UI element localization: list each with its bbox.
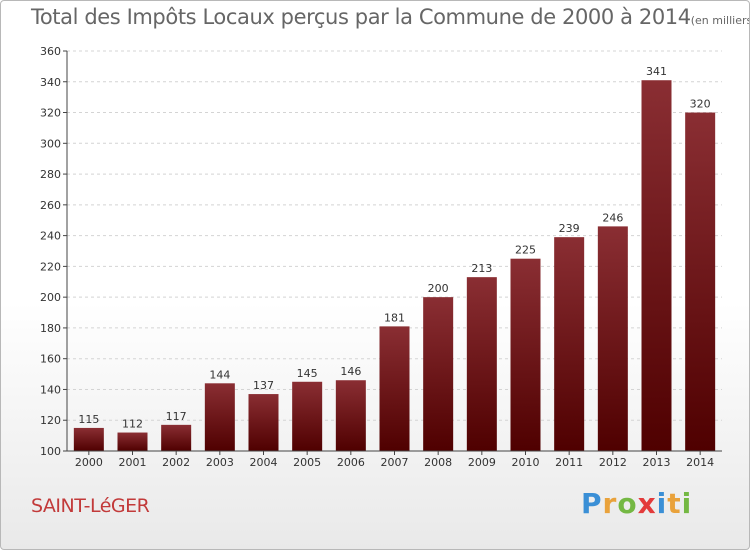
y-tick-label: 360 xyxy=(40,45,61,58)
x-tick-label: 2005 xyxy=(293,456,321,469)
bar-value-label: 137 xyxy=(253,379,274,392)
bar-value-label: 117 xyxy=(166,410,187,423)
chart-unit: (en milliers d'€) xyxy=(690,14,750,27)
bar xyxy=(117,432,148,451)
logo-letter: x xyxy=(637,487,657,520)
bar-value-label: 239 xyxy=(559,222,580,235)
bar xyxy=(73,427,104,451)
y-tick-label: 200 xyxy=(40,291,61,304)
bar xyxy=(554,237,585,451)
axes xyxy=(63,50,722,455)
bar xyxy=(292,381,323,451)
x-tick-label: 2011 xyxy=(555,456,583,469)
bar-value-label: 320 xyxy=(690,98,711,111)
bar xyxy=(466,277,497,451)
bar-value-label: 225 xyxy=(515,244,536,257)
logo-letter: P xyxy=(581,487,603,520)
bar xyxy=(248,394,279,451)
x-tick-label: 2004 xyxy=(250,456,278,469)
x-tick-label: 2001 xyxy=(119,456,147,469)
y-tick-label: 300 xyxy=(40,137,61,150)
y-tick-label: 340 xyxy=(40,76,61,89)
x-tick-label: 2008 xyxy=(424,456,452,469)
bar-value-label: 115 xyxy=(78,413,99,426)
bar-value-label: 341 xyxy=(646,65,667,78)
logo-letter: r xyxy=(602,487,618,520)
bar-value-label: 144 xyxy=(209,368,230,381)
y-tick-label: 220 xyxy=(40,260,61,273)
x-tick-label: 2009 xyxy=(468,456,496,469)
bar xyxy=(597,226,628,451)
y-tick-label: 240 xyxy=(40,230,61,243)
y-tick-label: 260 xyxy=(40,199,61,212)
x-tick-label: 2012 xyxy=(599,456,627,469)
bars xyxy=(73,80,716,452)
chart-title: Total des Impôts Locaux perçus par la Co… xyxy=(31,5,750,29)
x-tick-label: 2010 xyxy=(512,456,540,469)
grid-lines xyxy=(67,50,722,421)
x-tick-label: 2002 xyxy=(162,456,190,469)
bar-value-label: 200 xyxy=(428,282,449,295)
bar-value-label: 145 xyxy=(297,367,318,380)
bar xyxy=(685,112,716,452)
bar xyxy=(641,80,672,451)
commune-name: SAINT-LéGER xyxy=(31,495,150,517)
y-tick-label: 160 xyxy=(40,353,61,366)
x-tick-label: 2014 xyxy=(686,456,714,469)
bar xyxy=(423,297,454,451)
logo-letter: o xyxy=(617,487,638,520)
y-tick-label: 140 xyxy=(40,383,61,396)
logo-letter: t xyxy=(667,487,682,520)
x-tick-label: 2013 xyxy=(643,456,671,469)
bar xyxy=(204,383,235,451)
x-tick-label: 2000 xyxy=(75,456,103,469)
bar-value-label: 246 xyxy=(602,211,623,224)
bar xyxy=(161,424,192,451)
bar xyxy=(335,380,366,451)
y-tick-label: 120 xyxy=(40,414,61,427)
bar xyxy=(510,258,541,451)
x-tick-label: 2003 xyxy=(206,456,234,469)
y-tick-label: 100 xyxy=(40,445,61,458)
bar xyxy=(379,326,410,451)
logo-letter: i xyxy=(681,487,693,520)
x-tick-label: 2006 xyxy=(337,456,365,469)
y-tick-label: 180 xyxy=(40,322,61,335)
y-tick-label: 280 xyxy=(40,168,61,181)
bar-value-label: 112 xyxy=(122,418,143,431)
bar-value-label: 146 xyxy=(340,365,361,378)
y-tick-label: 320 xyxy=(40,107,61,120)
logo-letter: i xyxy=(656,487,668,520)
proxiti-logo: Proxiti xyxy=(581,487,692,520)
x-tick-label: 2007 xyxy=(381,456,409,469)
bar-value-label: 181 xyxy=(384,311,405,324)
labels: 100 120 140 160 180 200 220 240 260 280 300 320 340 3… xyxy=(40,45,714,469)
bar-value-label: 213 xyxy=(471,262,492,275)
